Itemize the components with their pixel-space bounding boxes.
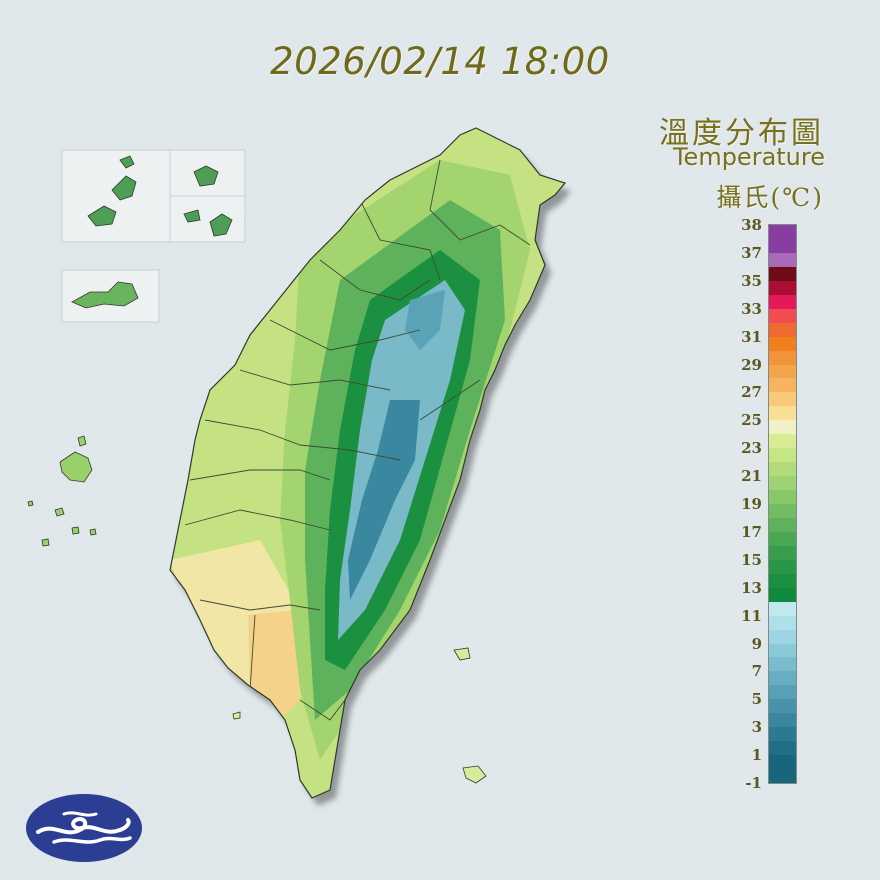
legend-tick-label: 7	[751, 662, 762, 681]
legend-swatch	[769, 685, 796, 700]
legend-swatch	[769, 280, 796, 296]
legend-swatch	[769, 434, 796, 449]
legend-swatch	[769, 587, 796, 603]
legend-tick-label: 11	[741, 606, 762, 625]
penghu-islands	[27, 435, 97, 547]
cwa-logo	[26, 794, 142, 862]
forecast-timestamp: 2026/02/14 18:00	[270, 40, 610, 83]
legend-tick-label: 35	[741, 271, 762, 290]
legend-tick-label: 31	[741, 327, 762, 346]
xiaoliuqiu-island	[232, 711, 241, 720]
legend-tick-label: 1	[751, 746, 762, 765]
legend-swatch	[769, 755, 796, 784]
legend-tick-label: 23	[741, 439, 762, 458]
legend-tick-label: 25	[741, 411, 762, 430]
summit-zone	[348, 400, 420, 600]
map-title-english: Temperature	[672, 143, 825, 171]
legend-swatch	[769, 406, 796, 421]
temperature-color-legend	[768, 224, 797, 784]
green-island	[453, 647, 471, 661]
summit-zone-north	[405, 290, 445, 350]
legend-swatch	[769, 643, 796, 658]
legend-swatch	[769, 266, 796, 282]
legend-swatch	[769, 713, 796, 728]
legend-swatch	[769, 504, 796, 519]
legend-swatch	[769, 350, 796, 365]
legend-swatch	[769, 364, 796, 379]
legend-tick-label: 13	[741, 578, 762, 597]
legend-swatch	[769, 559, 796, 575]
legend-tick-label: 29	[741, 355, 762, 374]
legend-swatch	[769, 420, 796, 435]
legend-swatch	[769, 629, 796, 644]
legend-swatch	[769, 615, 796, 631]
legend-swatch	[769, 727, 796, 742]
legend-swatch	[769, 294, 796, 310]
county-boundaries	[184, 159, 531, 721]
orchid-island	[462, 765, 487, 784]
legend-swatch	[769, 448, 796, 463]
legend-swatch	[769, 462, 796, 477]
legend-swatch	[769, 378, 796, 393]
legend-tick-label: 15	[741, 550, 762, 569]
legend-tick-label: 9	[751, 634, 762, 653]
legend-tick-label: 3	[751, 718, 762, 737]
legend-swatch	[769, 392, 796, 407]
legend-swatch	[769, 490, 796, 505]
legend-tick-label: 21	[741, 467, 762, 486]
legend-swatch	[769, 336, 796, 352]
legend-swatch	[769, 699, 796, 714]
legend-swatch	[769, 531, 796, 547]
kinmen-inset	[61, 269, 160, 323]
legend-tick-label: 19	[741, 495, 762, 513]
legend-tick-label: 38	[741, 216, 762, 234]
pingtung-plain-warm-zone	[248, 610, 300, 720]
temperature-unit-label: 攝氏(℃)	[716, 183, 824, 212]
legend-swatch	[769, 601, 796, 617]
legend-swatch	[769, 517, 796, 533]
legend-swatch	[769, 545, 796, 561]
legend-swatch	[769, 225, 796, 254]
map-title-chinese: 溫度分布圖	[659, 116, 824, 151]
legend-swatch	[769, 671, 796, 686]
legend-swatch	[769, 308, 796, 324]
legend-tick-label: -1	[745, 774, 762, 792]
legend-swatch	[769, 322, 796, 338]
legend-tick-label: 27	[741, 383, 762, 402]
legend-swatch	[769, 741, 796, 756]
legend-tick-label: 33	[741, 299, 762, 318]
legend-swatch	[769, 573, 796, 589]
legend-tick-label: 5	[751, 690, 762, 709]
legend-tick-label: 37	[741, 243, 762, 262]
legend-tick-label: 17	[741, 522, 762, 541]
legend-swatch	[769, 252, 796, 268]
legend-swatch	[769, 476, 796, 491]
legend-swatch	[769, 657, 796, 672]
matsu-inset	[61, 149, 246, 243]
